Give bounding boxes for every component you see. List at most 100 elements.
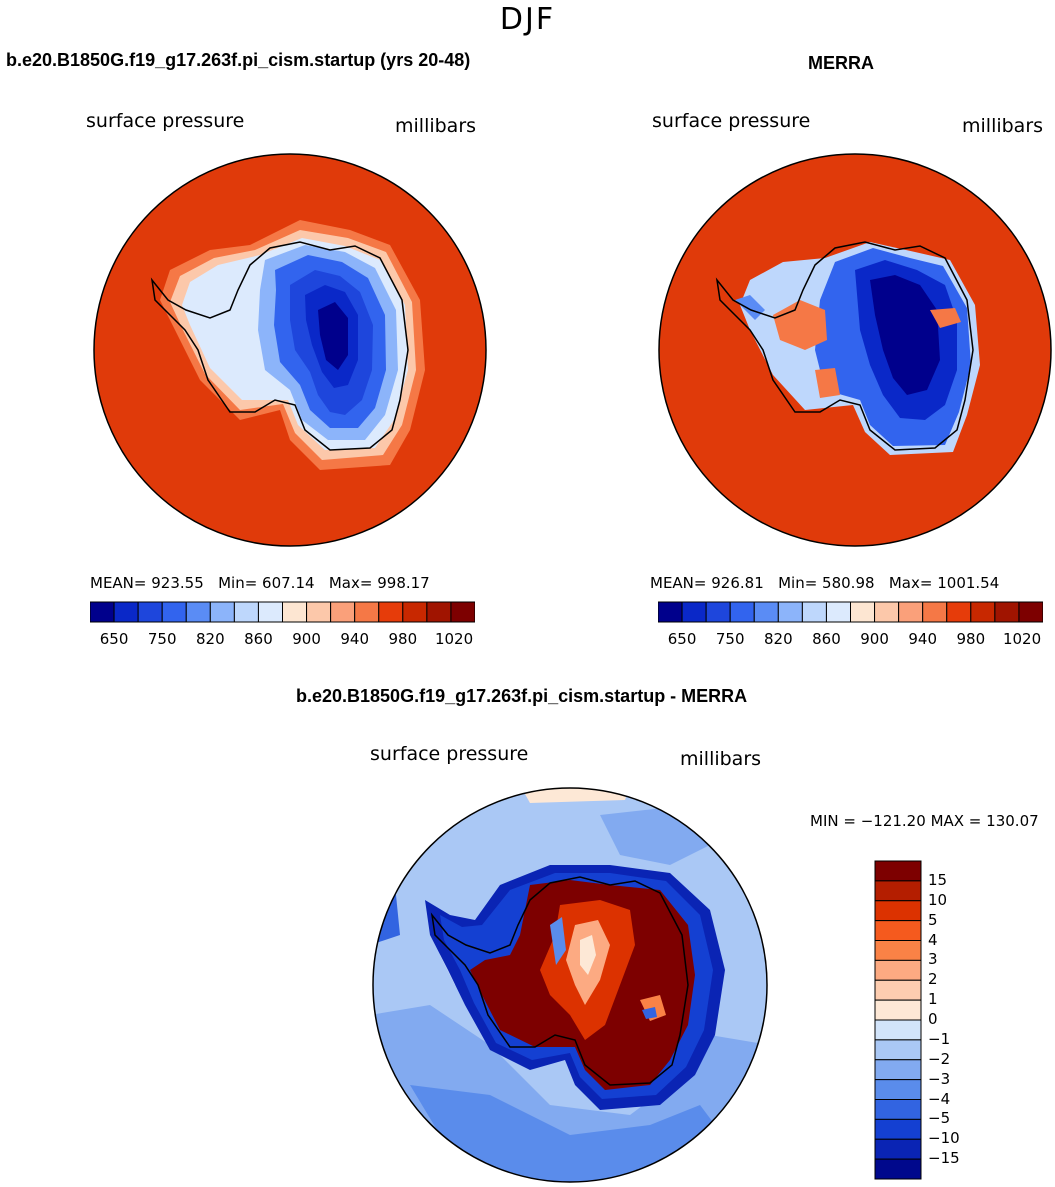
panel-3-min-value: −121.20	[860, 812, 926, 830]
panel-2-min-value: 580.98	[822, 574, 875, 592]
colorbar-swatch	[161, 601, 187, 623]
colorbar-tick-label: 1020	[434, 630, 474, 648]
colorbar-swatch	[874, 1118, 922, 1140]
colorbar-tick-label: −5	[928, 1109, 951, 1128]
panel-1-mean-value: 923.55	[151, 574, 204, 592]
colorbar-swatch	[874, 979, 922, 1001]
colorbar-swatch	[330, 601, 356, 623]
panel-3-max-value: 130.07	[986, 812, 1039, 830]
colorbar-swatch	[946, 601, 972, 623]
panel-1-min-label: Min=	[218, 574, 258, 592]
colorbar-tick-label: 4	[928, 930, 938, 949]
colorbar-swatch	[874, 601, 900, 623]
colorbar-tick-label: 750	[715, 630, 745, 648]
colorbar-swatch	[450, 601, 475, 623]
colorbar-swatch	[90, 601, 115, 623]
colorbar-swatch	[257, 601, 283, 623]
colorbar-tick-label: 860	[812, 630, 841, 648]
colorbar-swatch	[874, 959, 922, 981]
colorbar-swatch	[729, 601, 755, 623]
panel-2-mean-label: MEAN=	[650, 574, 707, 592]
colorbar-swatch	[922, 601, 948, 623]
panel-2-units: millibars	[962, 115, 1044, 137]
colorbar-tick-label: 1	[928, 990, 938, 1009]
colorbar-swatch	[825, 601, 851, 623]
colorbar-tick-label: 0	[928, 1010, 938, 1028]
colorbar-swatch	[874, 1079, 922, 1100]
colorbar-swatch	[874, 900, 922, 922]
panel-3-units: millibars	[680, 748, 762, 770]
panel-2-variable: surface pressure	[652, 110, 811, 132]
colorbar-swatch	[113, 601, 139, 623]
colorbar-tick-label: 2	[928, 970, 938, 989]
colorbar-tick-label: −15	[928, 1149, 960, 1168]
panel-2-max-label: Max=	[888, 574, 933, 592]
panel-2-colorbar-ticks: 650 750 820 860 900 940 980 1020	[658, 630, 1055, 650]
colorbar-tick-label: 900	[860, 630, 889, 648]
colorbar-swatch	[874, 1019, 922, 1041]
colorbar-swatch	[874, 860, 922, 882]
panel-2-map	[658, 153, 1052, 547]
colorbar-tick-label: 3	[928, 950, 938, 969]
panel-1-title: b.e20.B1850G.f19_g17.263f.pi_cism.startu…	[6, 50, 471, 70]
colorbar-swatch	[777, 601, 803, 623]
colorbar-tick-label: 980	[388, 630, 418, 648]
panel-3-title: b.e20.B1850G.f19_g17.263f.pi_cism.startu…	[296, 686, 748, 706]
colorbar-tick-label: 1020	[1002, 630, 1042, 648]
colorbar-swatch	[282, 601, 308, 623]
colorbar-swatch	[874, 1138, 922, 1160]
figure-title: DJF	[499, 2, 556, 37]
colorbar-swatch	[874, 1158, 922, 1180]
colorbar-swatch	[1018, 601, 1043, 623]
colorbar-tick-label: 10	[928, 890, 948, 909]
colorbar-swatch	[306, 601, 332, 623]
panel-2-stats: MEAN= 926.81 Min= 580.98 Max= 1001.54	[650, 574, 999, 592]
panel-1-max-value: 998.17	[377, 574, 430, 592]
colorbar-swatch	[801, 601, 827, 623]
colorbar-tick-label: 980	[956, 630, 986, 648]
colorbar-tick-label: −3	[928, 1069, 951, 1088]
colorbar-swatch	[658, 601, 683, 623]
colorbar-tick-label: 650	[667, 630, 697, 648]
colorbar-tick-label: −10	[928, 1129, 960, 1148]
panel-1-max-label: Max=	[328, 574, 373, 592]
panel-3-stats: MIN = −121.20 MAX = 130.07	[810, 812, 1039, 830]
colorbar-swatch	[705, 601, 731, 623]
panel-1-colorbar	[90, 601, 475, 623]
colorbar-swatch	[874, 1059, 922, 1081]
colorbar-swatch	[970, 601, 996, 623]
panel-1-stats: MEAN= 923.55 Min= 607.14 Max= 998.17	[90, 574, 430, 592]
panel-1-units: millibars	[395, 115, 477, 137]
panel-3-colorbar-ticks: 15 10 5 4 3 2 1 0 −1 −2 −3 −4 −5 −10 −15	[926, 860, 1006, 1180]
panel-3-min-label: MIN =	[810, 812, 856, 830]
colorbar-swatch	[874, 920, 922, 941]
panel-1-map	[93, 153, 487, 547]
panel-2-mean-value: 926.81	[711, 574, 764, 592]
colorbar-swatch	[233, 601, 259, 623]
colorbar-tick-label: 5	[928, 910, 938, 929]
colorbar-tick-label: 650	[99, 630, 129, 648]
colorbar-tick-label: 820	[763, 630, 793, 648]
panel-2-title: MERRA	[808, 53, 874, 73]
colorbar-swatch	[898, 601, 924, 623]
colorbar-tick-label: −4	[928, 1089, 951, 1108]
colorbar-tick-label: 750	[147, 630, 177, 648]
panel-1-min-value: 607.14	[262, 574, 315, 592]
panel-1-colorbar-ticks: 650 750 820 860 900 940 980 1020	[90, 630, 490, 650]
colorbar-tick-label: 820	[195, 630, 225, 648]
colorbar-tick-label: −1	[928, 1029, 951, 1048]
colorbar-swatch	[874, 1039, 922, 1061]
colorbar-tick-label: 15	[928, 870, 948, 889]
colorbar-tick-label: −2	[928, 1049, 951, 1068]
colorbar-swatch	[137, 601, 163, 623]
colorbar-swatch	[874, 1099, 922, 1120]
colorbar-swatch	[753, 601, 779, 623]
colorbar-swatch	[994, 601, 1020, 623]
colorbar-tick-label: 940	[340, 630, 369, 648]
colorbar-swatch	[681, 601, 707, 623]
colorbar-tick-label: 900	[292, 630, 321, 648]
panel-2-colorbar	[658, 601, 1043, 623]
colorbar-swatch	[209, 601, 235, 623]
colorbar-tick-label: 940	[908, 630, 937, 648]
colorbar-swatch	[874, 880, 922, 902]
